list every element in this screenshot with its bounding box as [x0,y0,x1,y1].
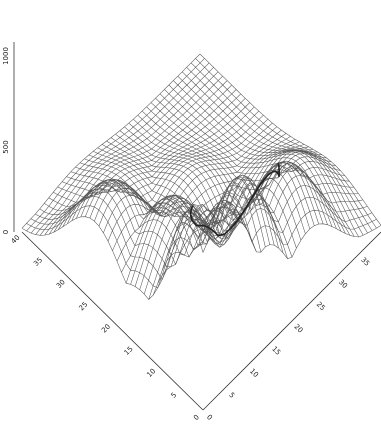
mesh-line-x-39 [195,58,377,229]
mesh-line-x-40 [199,53,381,226]
mesh-line-x-24 [128,122,311,229]
valley-crease [189,163,281,237]
x-tick-label-6: 30 [337,278,349,290]
x-tick-label-7: 35 [359,256,371,268]
y-tick-label-6: 30 [55,278,67,290]
x-tick-label-0: 0 [205,413,214,422]
mesh-line-x-3 [35,188,217,268]
mesh-line-x-21 [115,133,297,249]
mesh-line-y-39 [26,58,205,232]
mesh-line-y-10 [157,156,336,284]
mesh-line-x-28 [146,106,328,225]
y-tick-label-3: 15 [123,345,135,357]
mesh-line-x-5 [44,179,226,256]
y-tick-label-2: 10 [145,367,157,379]
y-tick-label-8: 40 [10,234,22,246]
axes: 1000500005101520253035400510152025303540 [2,42,381,422]
mesh-line-x-25 [133,118,315,226]
mesh-line-x-34 [173,80,355,237]
mesh-line-x-4 [39,183,222,265]
mesh-line-x-30 [155,98,337,229]
y-tick-label-4: 20 [100,323,112,335]
z-tick-label-2: 0 [2,230,10,234]
mesh-line-y-3 [189,185,368,227]
mesh-line-x-33 [168,84,351,236]
mesh-line-y-38 [30,62,210,234]
mesh-line-x-36 [182,71,364,236]
z-tick-label-1: 500 [2,140,10,153]
z-tick-label-0: 1000 [2,47,10,65]
y-tick-label-5: 25 [78,300,90,312]
mesh-line-x-27 [141,110,324,224]
mesh-line-x-37 [186,67,368,234]
mesh-line-y-20 [112,136,291,251]
surface-mesh [21,53,381,300]
mesh-line-y-37 [35,67,214,235]
x-tick-label-3: 15 [270,345,282,357]
mesh-line-x-1 [26,205,208,289]
mesh-line-x-35 [177,76,360,238]
mesh-line-x-26 [137,114,319,225]
mesh-line-x-29 [150,102,333,227]
y-tick-label-1: 5 [170,391,179,400]
mesh-line-x-19 [106,140,288,259]
mesh-line-x-12 [75,166,257,253]
mesh-line-x-15 [88,154,271,245]
mesh-line-x-20 [110,137,293,258]
mesh-line-x-14 [84,158,266,247]
x-tick-label-4: 20 [292,323,304,335]
mesh-line-x-32 [164,89,346,234]
x-tick-label-1: 5 [227,391,236,400]
y-axis-line [21,231,204,411]
y-tick-label-7: 35 [32,256,44,268]
y-tick-label-0: 0 [192,413,201,422]
x-tick-label-5: 25 [315,300,327,312]
mesh-line-y-0 [202,220,381,260]
mesh-line-y-9 [162,161,341,271]
mesh-line-x-11 [70,171,253,241]
mesh-line-x-38 [190,62,373,231]
mesh-line-x-10 [66,176,248,235]
x-tick-label-2: 10 [248,367,260,379]
mesh-line-x-17 [97,147,279,249]
mesh-line-x-31 [159,93,342,232]
mesh-line-x-9 [61,181,244,245]
x-axis-line [202,231,381,411]
